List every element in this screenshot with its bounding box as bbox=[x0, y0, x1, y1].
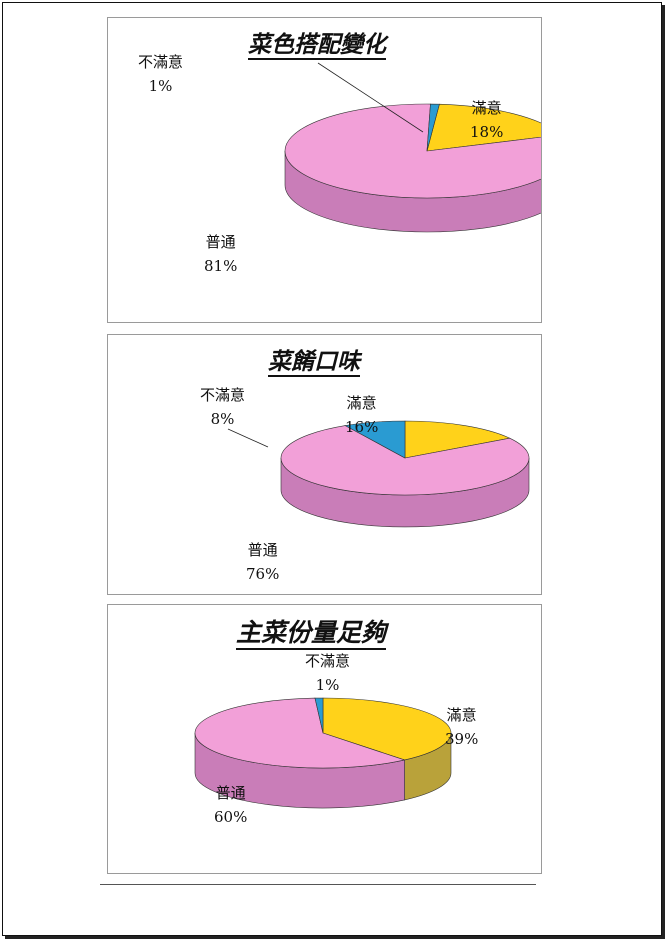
pie-chart-menu-variety bbox=[284, 62, 541, 233]
value-label: 39% bbox=[445, 730, 479, 748]
pie-slice-dissatisfied bbox=[314, 697, 324, 734]
chart-panel-taste: 菜餚口味 不滿意 8% 滿意 16% 普通 76% bbox=[107, 334, 542, 595]
data-label-satisfied: 滿意 18% bbox=[470, 96, 503, 144]
bottom-rule bbox=[100, 884, 536, 885]
value-label: 76% bbox=[246, 565, 280, 583]
value-label: 18% bbox=[470, 123, 504, 141]
category-label: 滿意 bbox=[471, 99, 502, 117]
category-label: 滿意 bbox=[446, 706, 477, 724]
value-label: 60% bbox=[214, 808, 248, 826]
data-label-satisfied: 滿意 39% bbox=[445, 703, 478, 751]
data-label-dissatisfied: 不滿意 1% bbox=[305, 649, 350, 697]
pie-slice-average bbox=[280, 425, 530, 496]
leader-line bbox=[227, 428, 269, 448]
pie-slice-dissatisfied bbox=[344, 420, 406, 459]
pie-slice-satisfied bbox=[426, 103, 541, 152]
value-label: 1% bbox=[315, 676, 340, 694]
pie-slice-average bbox=[284, 103, 541, 199]
value-label: 81% bbox=[204, 257, 238, 275]
chart-title: 主菜份量足夠 bbox=[236, 618, 387, 650]
value-label: 16% bbox=[345, 418, 379, 436]
data-label-satisfied: 滿意 16% bbox=[345, 391, 378, 439]
data-label-average: 普通 60% bbox=[214, 781, 247, 829]
value-label: 1% bbox=[148, 77, 173, 95]
chart-title: 菜色搭配變化 bbox=[248, 31, 386, 61]
pie-slice-average bbox=[194, 697, 406, 769]
pie-slice-satisfied bbox=[322, 697, 452, 761]
category-label: 普通 bbox=[205, 233, 236, 251]
pie-chart-taste bbox=[227, 420, 530, 528]
category-label: 滿意 bbox=[346, 394, 377, 412]
category-label: 不滿意 bbox=[305, 652, 351, 670]
category-label: 不滿意 bbox=[200, 386, 246, 404]
chart-title: 菜餚口味 bbox=[268, 348, 360, 378]
category-label: 普通 bbox=[247, 541, 278, 559]
chart-panel-portion: 主菜份量足夠 不滿意 1% 滿意 39% 普通 60% bbox=[107, 604, 542, 874]
pie-slice-dissatisfied bbox=[426, 103, 440, 152]
category-label: 不滿意 bbox=[138, 53, 184, 71]
data-label-dissatisfied: 不滿意 8% bbox=[200, 383, 245, 431]
data-label-average: 普通 76% bbox=[246, 538, 279, 586]
pie-slice-satisfied bbox=[404, 420, 511, 459]
data-label-dissatisfied: 不滿意 1% bbox=[138, 50, 183, 98]
category-label: 普通 bbox=[215, 784, 246, 802]
chart-panel-menu-variety: 菜色搭配變化 不滿意 1% 滿意 18% 普通 81% bbox=[107, 17, 542, 323]
data-label-average: 普通 81% bbox=[204, 230, 237, 278]
pie-chart-portion bbox=[194, 697, 452, 809]
leader-line bbox=[317, 62, 424, 133]
value-label: 8% bbox=[210, 410, 235, 428]
